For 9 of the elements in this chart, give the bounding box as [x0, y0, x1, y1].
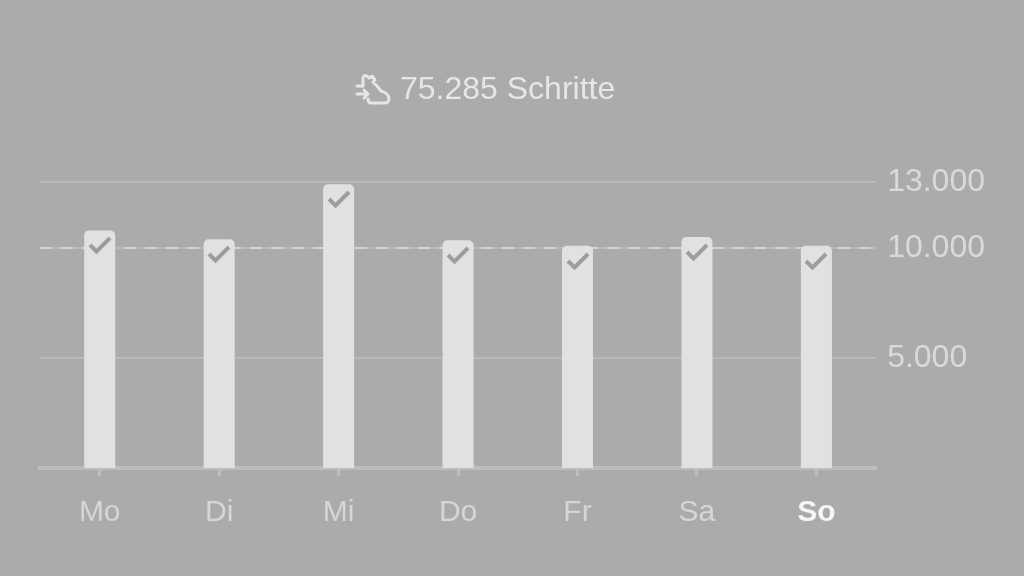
x-tick-label: So: [797, 494, 836, 528]
chart-title: 75.285 Schritte: [400, 70, 616, 107]
bar: [800, 245, 832, 468]
bar: [442, 240, 474, 468]
bar: [561, 245, 594, 468]
bar: [323, 184, 355, 468]
bar: [84, 230, 116, 468]
bar: [203, 239, 235, 468]
bar: [681, 237, 713, 468]
